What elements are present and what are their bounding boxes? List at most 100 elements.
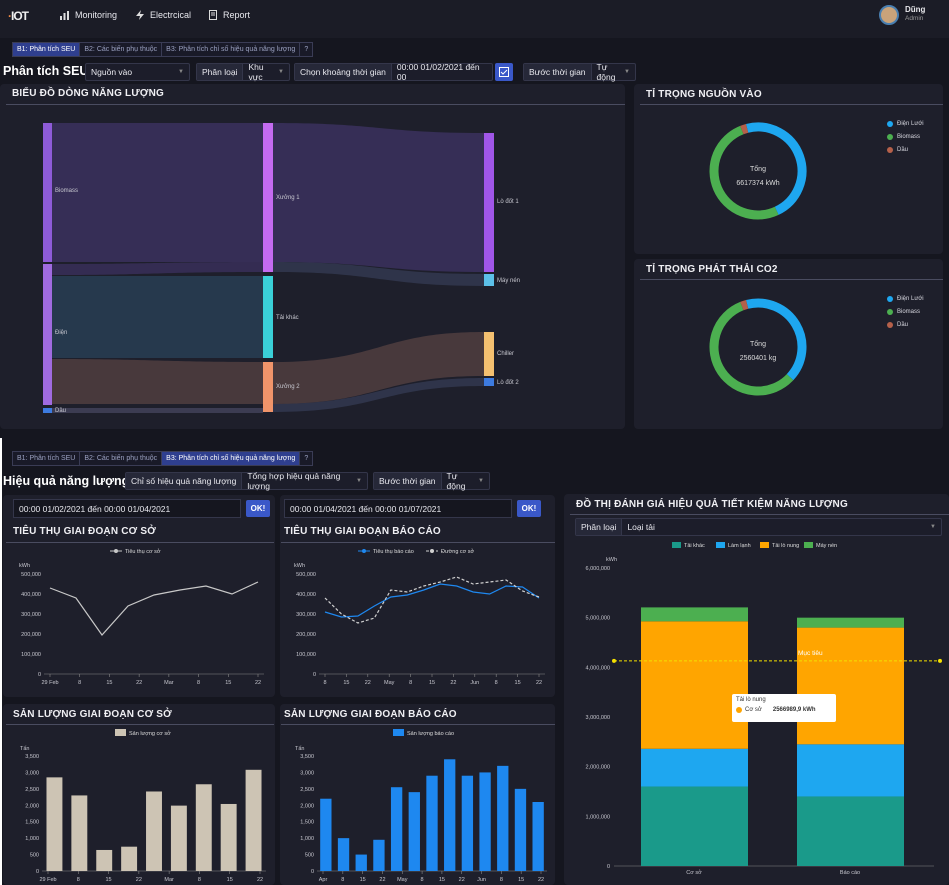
- node-biomass: [43, 123, 52, 262]
- target-marker: [938, 658, 942, 663]
- legend-label: Tải khác: [684, 543, 705, 549]
- legend-label: Dầu: [897, 322, 909, 328]
- legend-item[interactable]: Dầu: [887, 147, 908, 153]
- avatar[interactable]: [879, 5, 899, 25]
- y-tick-label: 0: [38, 672, 41, 678]
- legend-item[interactable]: Điện Lưới: [887, 296, 924, 302]
- step-label: Bước thời gian: [374, 473, 442, 489]
- baseline-range-input[interactable]: 00:00 01/02/2021 đến 00:00 01/04/2021: [13, 499, 241, 518]
- bar: [426, 775, 438, 871]
- step-tabs-bottom: B1: Phân tích SEU B2: Các biến phụ thuộc…: [12, 451, 314, 466]
- legend-label: Tải lò nung: [772, 543, 799, 549]
- nav-label: Monitoring: [75, 10, 118, 20]
- top-bar: ·IOT Monitoring Electrcical Report Dũng …: [0, 0, 949, 38]
- x-tick-label: 8: [495, 680, 498, 686]
- x-tick-label: May: [397, 877, 408, 883]
- node-xuong1: [263, 123, 273, 272]
- legend-label: Dầu: [897, 147, 909, 153]
- y-tick-label: 2,000: [300, 803, 314, 809]
- step-label: Bước thời gian: [524, 64, 592, 80]
- step-select[interactable]: Bước thời gian Tự động ▼: [523, 62, 636, 82]
- logo-text: IOT: [11, 9, 29, 23]
- source-select[interactable]: Nguồn vào ▼: [85, 63, 190, 81]
- legend-item[interactable]: Biomass: [887, 134, 920, 140]
- x-tick-label: 8: [198, 877, 201, 883]
- node-lo-dot-1: [484, 133, 494, 272]
- tab-efficiency[interactable]: B3: Phân tích chỉ số hiệu quả năng lượng: [162, 452, 301, 465]
- nav-label: Report: [223, 10, 251, 20]
- tab-help[interactable]: ?: [300, 452, 313, 465]
- bar: [373, 839, 385, 871]
- ok-button[interactable]: OK!: [517, 500, 541, 517]
- x-tick-label: 22: [255, 680, 261, 686]
- classify-select[interactable]: Phân loại Khu vực ▼: [196, 62, 290, 82]
- app-logo[interactable]: ·IOT: [8, 9, 29, 23]
- chevron-down-icon: ▼: [178, 69, 184, 75]
- legend-label: Biomass: [897, 134, 921, 140]
- efficiency-index-select[interactable]: Chỉ số hiệu quả năng lượng Tổng hợp hiệu …: [125, 471, 368, 491]
- y-tick-label: 3,000: [300, 770, 314, 776]
- x-tick-label: 15: [429, 680, 435, 686]
- range-value: 00:00 01/02/2021 đến 00: [396, 62, 480, 82]
- unit-label: kWh: [19, 563, 30, 569]
- bar: [390, 787, 403, 871]
- chevron-down-icon: ▼: [478, 478, 484, 484]
- nav-label: Electrcical: [150, 10, 192, 20]
- target-label: Mục tiêu: [798, 650, 823, 657]
- chart-title: SẢN LƯỢNG GIAI ĐOẠN BÁO CÁO: [284, 709, 457, 720]
- tab-seu[interactable]: B1: Phân tích SEU: [13, 43, 81, 56]
- tab-dependent[interactable]: B2: Các biến phụ thuộc: [80, 452, 163, 465]
- range-picker[interactable]: Chọn khoảng thời gian 00:00 01/02/2021 đế…: [294, 62, 493, 82]
- x-tick-label: 8: [421, 877, 424, 883]
- y-tick-label: 300,000: [21, 612, 41, 618]
- x-tick-label: 8: [78, 680, 81, 686]
- node-xuong2: [263, 362, 273, 412]
- stack-segment: [641, 748, 748, 787]
- bar: [146, 791, 162, 871]
- sankey-title: BIỂU ĐỒ DÒNG NĂNG LƯỢNG: [12, 88, 164, 99]
- donut-center-value: 6617374 kWh: [736, 180, 780, 187]
- legend-label: Máy nén: [816, 543, 837, 549]
- ok-button[interactable]: OK!: [246, 500, 270, 517]
- load-type-select[interactable]: Phân loại Loại tải ▼: [575, 518, 942, 536]
- flow-dien-x1: [52, 262, 263, 275]
- x-tick-label: 29 Feb: [39, 877, 56, 883]
- section-title: Hiệu quả năng lượng: [3, 474, 130, 488]
- baseline-output-chart: Tấn 3,500 3,000 2,500 2,000 1,500 1,000 500 029 …: [20, 729, 266, 883]
- x-tick-label: 15: [227, 877, 233, 883]
- series-line: [49, 581, 259, 636]
- donut-center-label: Tổng: [750, 341, 766, 348]
- x-tick-label: 15: [515, 680, 521, 686]
- legend-item[interactable]: Biomass: [887, 309, 920, 315]
- y-tick-label: 400,000: [296, 592, 316, 598]
- bar: [479, 772, 491, 871]
- node-label: Máy nén: [497, 278, 520, 284]
- bar: [337, 838, 350, 871]
- y-tick-label: 1,500: [300, 820, 314, 826]
- x-tick-label: 15: [439, 877, 445, 883]
- bar: [121, 846, 138, 871]
- co2-share-panel: TỈ TRỌNG PHÁT THẢI CO2 Tổng 2560401 kg Đ…: [634, 259, 943, 429]
- nav-monitoring[interactable]: Monitoring: [60, 10, 117, 20]
- x-tick-label: 15: [343, 680, 349, 686]
- x-tick-label: Apr: [319, 877, 328, 883]
- y-tick-label: 100,000: [296, 652, 316, 658]
- tab-efficiency[interactable]: B3: Phân tích chỉ số hiệu quả năng lượng: [162, 43, 301, 56]
- step-select[interactable]: Bước thời gian Tự động ▼: [373, 471, 490, 491]
- tab-seu[interactable]: B1: Phân tích SEU: [13, 452, 81, 465]
- report-range-input[interactable]: 00:00 01/04/2021 đến 00:00 01/07/2021: [284, 499, 512, 518]
- tab-help[interactable]: ?: [300, 43, 313, 56]
- nav-report[interactable]: Report: [209, 10, 250, 20]
- unit-label: kWh: [294, 563, 305, 569]
- nav-electrical[interactable]: Electrcical: [136, 10, 191, 20]
- confirm-button[interactable]: [495, 63, 513, 81]
- classify-label: Phân loại: [197, 64, 244, 80]
- flow-dau: [52, 408, 263, 413]
- tab-dependent[interactable]: B2: Các biến phụ thuộc: [80, 43, 163, 56]
- step-tabs-top: B1: Phân tích SEU B2: Các biến phụ thuộc…: [12, 42, 314, 57]
- unit-label: Tấn: [295, 746, 304, 752]
- node-label: Lò đốt 2: [497, 380, 519, 386]
- legend-item[interactable]: Dầu: [887, 322, 908, 328]
- donut-slice: [709, 301, 794, 396]
- legend-item[interactable]: Điện Lưới: [887, 121, 924, 127]
